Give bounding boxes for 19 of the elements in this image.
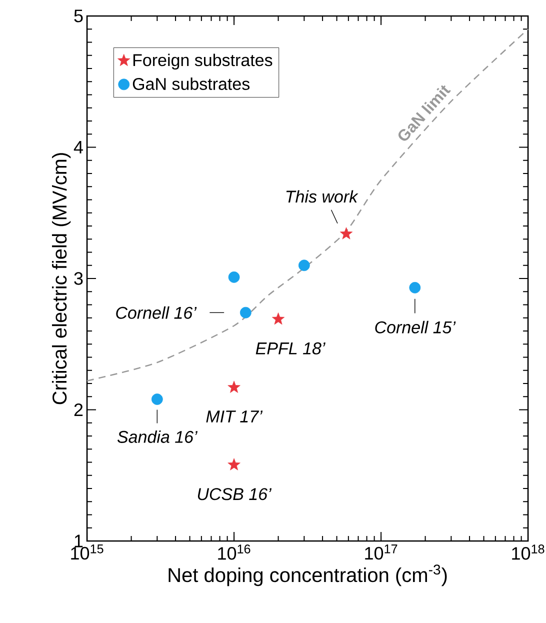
annotation: This work xyxy=(286,190,358,203)
legend-label: GaN substrates xyxy=(132,78,250,90)
y-axis-title: Critical electric field (MV/cm) xyxy=(52,153,71,404)
annotation: Sandia 16’ xyxy=(117,430,198,443)
annotation: Cornell 16’ xyxy=(116,306,197,319)
annotation: UCSB 16’ xyxy=(198,488,272,500)
x-tick-label: 10$^{18}$ xyxy=(512,544,544,560)
x-tick-label: 10$^{17}$ xyxy=(365,544,398,560)
y-tick-label: 2 xyxy=(74,403,83,416)
y-tick-label: 4 xyxy=(74,141,83,154)
legend-label: Foreign substrates xyxy=(133,54,272,70)
y-tick-label: 1 xyxy=(74,534,83,548)
y-tick-label: 3 xyxy=(74,272,83,285)
annotation: EPFL 18’ xyxy=(256,342,326,354)
y-tick-label: 5 xyxy=(74,10,83,22)
x-tick-label: 10$^{16}$ xyxy=(218,544,250,560)
x-axis-title: Net doping concentration (cm$^{-3}$) xyxy=(168,564,447,586)
annotation: Cornell 15’ xyxy=(375,320,456,334)
annotation: MIT 17’ xyxy=(206,410,263,422)
